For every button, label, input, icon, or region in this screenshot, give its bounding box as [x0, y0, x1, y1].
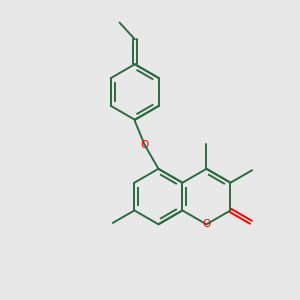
Text: O: O [140, 140, 149, 150]
Text: O: O [202, 219, 211, 229]
